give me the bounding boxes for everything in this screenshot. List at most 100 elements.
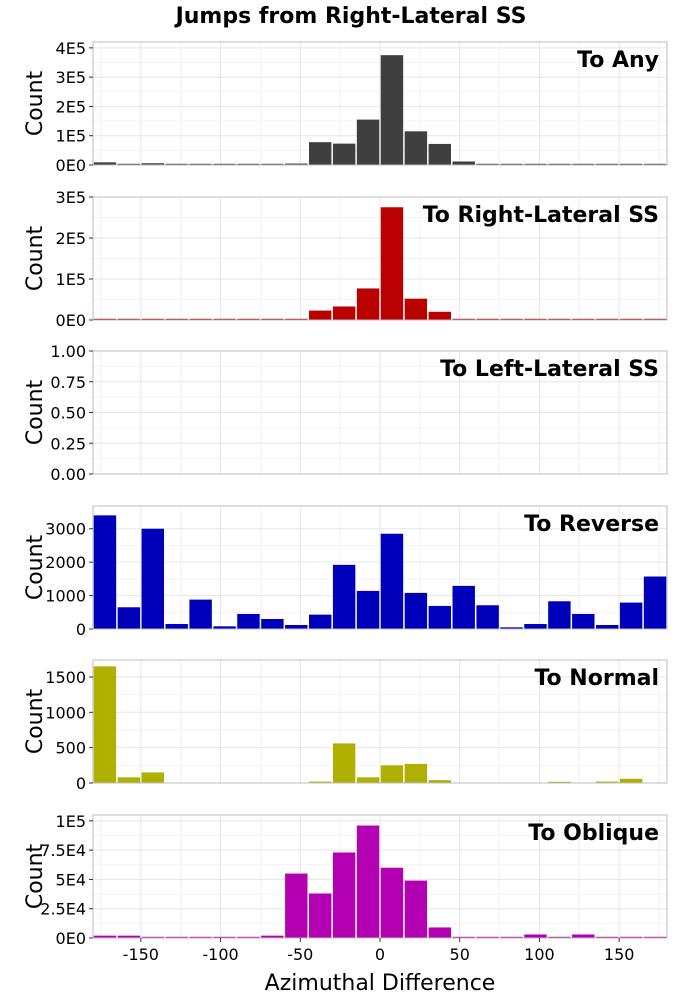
bar xyxy=(452,585,475,629)
chart-title: Jumps from Right-Lateral SS xyxy=(174,4,527,29)
y-tick-label: 1500 xyxy=(45,668,86,687)
y-axis-label: Count xyxy=(23,70,48,136)
bar xyxy=(643,318,667,320)
bar xyxy=(117,318,141,320)
bar xyxy=(404,592,428,629)
panel-label: To Any xyxy=(577,48,659,73)
x-tick-label: -50 xyxy=(287,945,313,964)
y-tick-label: 0E0 xyxy=(56,929,86,948)
bar xyxy=(332,143,356,165)
plot-border xyxy=(92,659,668,784)
bar xyxy=(93,318,117,320)
x-tick-label: 0 xyxy=(375,945,385,964)
bar xyxy=(548,781,571,783)
plot-border xyxy=(92,196,668,321)
bar xyxy=(380,55,404,165)
bar xyxy=(213,318,236,320)
bar xyxy=(404,763,428,783)
y-tick-label: 2000 xyxy=(45,553,86,572)
bar xyxy=(117,163,141,165)
bar xyxy=(643,936,667,938)
bar xyxy=(309,310,332,320)
y-tick-label: 4E5 xyxy=(56,39,86,58)
bar xyxy=(165,623,188,629)
bar xyxy=(356,590,380,629)
bar xyxy=(596,624,619,629)
panel-label: To Oblique xyxy=(528,821,659,846)
bar xyxy=(237,163,260,165)
bar xyxy=(332,306,356,320)
y-tick-label: 0E0 xyxy=(56,156,86,175)
bar xyxy=(261,935,284,938)
bar xyxy=(165,318,188,320)
bar xyxy=(93,162,117,165)
bar xyxy=(572,163,595,165)
bar xyxy=(500,318,523,320)
bar xyxy=(476,318,499,320)
bar xyxy=(117,935,141,938)
bar xyxy=(189,318,212,320)
y-tick-label: 1E5 xyxy=(56,812,86,831)
y-tick-label: 3000 xyxy=(45,520,86,539)
bar xyxy=(619,163,643,165)
bar xyxy=(261,318,284,320)
bar xyxy=(548,936,571,938)
plot-border xyxy=(92,41,668,166)
bar xyxy=(189,936,212,938)
bar xyxy=(189,599,212,629)
bar xyxy=(619,778,643,783)
bar xyxy=(572,613,595,629)
panels-group: 0E0 1E5 2E5 3E5 4E5 Count To Any 0E0 1E5 2E5 3E5 Co… xyxy=(23,39,668,948)
bar xyxy=(404,880,428,938)
bar xyxy=(165,936,188,938)
bar xyxy=(356,119,380,165)
bar xyxy=(619,936,643,938)
bar xyxy=(500,936,523,938)
bar xyxy=(213,626,236,629)
bar xyxy=(189,163,212,165)
x-axis-label: Azimuthal Difference xyxy=(265,971,496,996)
y-tick-label: 0.00 xyxy=(50,465,86,484)
bar xyxy=(93,515,117,629)
bar xyxy=(548,163,571,165)
bar xyxy=(428,605,451,629)
bar xyxy=(380,867,404,938)
bar xyxy=(596,318,619,320)
bar xyxy=(452,936,475,938)
bar xyxy=(572,934,595,938)
bar xyxy=(596,163,619,165)
bar xyxy=(237,936,260,938)
bar xyxy=(356,825,380,938)
bar xyxy=(261,163,284,165)
bar xyxy=(428,143,451,165)
x-tick-label: -100 xyxy=(202,945,238,964)
y-tick-label: 500 xyxy=(55,739,86,758)
bar xyxy=(404,131,428,165)
y-tick-label: 0.25 xyxy=(50,434,86,453)
panel-label: To Normal xyxy=(534,666,659,691)
y-axis-label: Count xyxy=(23,379,48,445)
y-tick-label: 1.00 xyxy=(50,342,86,361)
bar xyxy=(524,163,547,165)
bar xyxy=(452,318,475,320)
y-tick-label: 1000 xyxy=(45,587,86,606)
y-tick-label: 7.5E4 xyxy=(40,841,86,860)
x-tick-label: 100 xyxy=(524,945,555,964)
bar xyxy=(93,666,117,783)
bar xyxy=(428,311,451,320)
bar xyxy=(476,936,499,938)
bar xyxy=(476,163,499,165)
bar xyxy=(285,318,308,320)
bar xyxy=(524,934,547,938)
y-tick-label: 1000 xyxy=(45,703,86,722)
bar xyxy=(428,780,451,783)
y-tick-label: 3E5 xyxy=(56,188,86,207)
bar xyxy=(380,207,404,320)
bar xyxy=(380,533,404,629)
y-axis-label: Count xyxy=(23,843,48,909)
bar xyxy=(237,613,260,629)
